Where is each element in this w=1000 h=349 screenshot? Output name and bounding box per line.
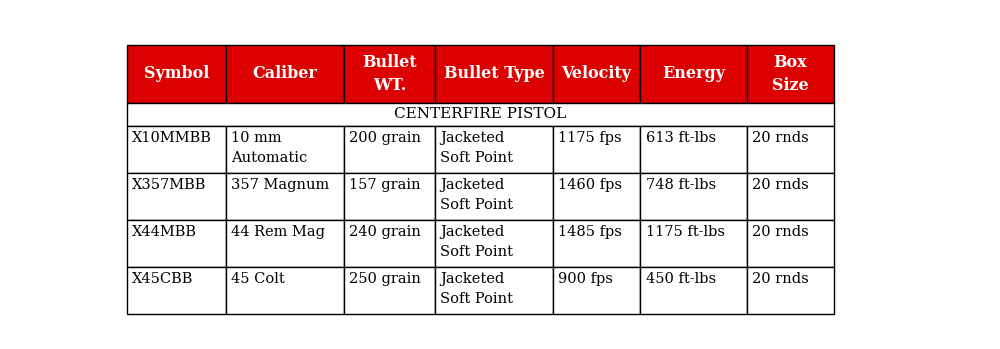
FancyBboxPatch shape <box>747 126 834 173</box>
Text: Jacketed
Soft Point: Jacketed Soft Point <box>440 225 513 259</box>
FancyBboxPatch shape <box>226 267 344 314</box>
Text: Caliber: Caliber <box>252 66 317 82</box>
FancyBboxPatch shape <box>344 45 435 103</box>
FancyBboxPatch shape <box>553 45 640 103</box>
FancyBboxPatch shape <box>553 173 640 220</box>
Text: 1485 fps: 1485 fps <box>558 225 622 239</box>
Text: 45 Colt: 45 Colt <box>231 272 285 285</box>
Text: 1460 fps: 1460 fps <box>558 178 622 192</box>
FancyBboxPatch shape <box>640 126 747 173</box>
FancyBboxPatch shape <box>640 45 747 103</box>
FancyBboxPatch shape <box>435 267 553 314</box>
Text: 20 rnds: 20 rnds <box>752 225 809 239</box>
Text: 10 mm
Automatic: 10 mm Automatic <box>231 131 307 165</box>
Text: 20 rnds: 20 rnds <box>752 272 809 285</box>
FancyBboxPatch shape <box>640 220 747 267</box>
FancyBboxPatch shape <box>226 45 344 103</box>
FancyBboxPatch shape <box>640 173 747 220</box>
FancyBboxPatch shape <box>640 267 747 314</box>
FancyBboxPatch shape <box>344 220 435 267</box>
Text: X357MBB: X357MBB <box>132 178 206 192</box>
Text: Jacketed
Soft Point: Jacketed Soft Point <box>440 272 513 306</box>
FancyBboxPatch shape <box>553 220 640 267</box>
Text: Symbol: Symbol <box>144 66 209 82</box>
Text: 200 grain: 200 grain <box>349 131 421 144</box>
Text: 44 Rem Mag: 44 Rem Mag <box>231 225 325 239</box>
Text: 250 grain: 250 grain <box>349 272 421 285</box>
FancyBboxPatch shape <box>435 45 553 103</box>
Text: Bullet Type: Bullet Type <box>444 66 544 82</box>
FancyBboxPatch shape <box>344 267 435 314</box>
Text: Energy: Energy <box>662 66 725 82</box>
FancyBboxPatch shape <box>747 220 834 267</box>
FancyBboxPatch shape <box>127 45 226 103</box>
Text: 240 grain: 240 grain <box>349 225 421 239</box>
FancyBboxPatch shape <box>127 267 226 314</box>
Text: 20 rnds: 20 rnds <box>752 131 809 144</box>
Text: X44MBB: X44MBB <box>132 225 197 239</box>
Text: 748 ft-lbs: 748 ft-lbs <box>646 178 716 192</box>
Text: Box
Size: Box Size <box>772 54 809 94</box>
FancyBboxPatch shape <box>747 267 834 314</box>
Text: CENTERFIRE PISTOL: CENTERFIRE PISTOL <box>394 107 566 121</box>
Text: 157 grain: 157 grain <box>349 178 421 192</box>
FancyBboxPatch shape <box>553 126 640 173</box>
Text: Bullet
WT.: Bullet WT. <box>362 54 417 94</box>
FancyBboxPatch shape <box>226 126 344 173</box>
FancyBboxPatch shape <box>435 220 553 267</box>
FancyBboxPatch shape <box>553 267 640 314</box>
Text: 1175 ft-lbs: 1175 ft-lbs <box>646 225 725 239</box>
Text: X45CBB: X45CBB <box>132 272 193 285</box>
FancyBboxPatch shape <box>127 103 834 126</box>
FancyBboxPatch shape <box>435 126 553 173</box>
FancyBboxPatch shape <box>435 173 553 220</box>
FancyBboxPatch shape <box>344 173 435 220</box>
FancyBboxPatch shape <box>127 220 226 267</box>
FancyBboxPatch shape <box>226 220 344 267</box>
Text: X10MMBB: X10MMBB <box>132 131 212 144</box>
Text: 1175 fps: 1175 fps <box>558 131 622 144</box>
Text: 20 rnds: 20 rnds <box>752 178 809 192</box>
FancyBboxPatch shape <box>127 173 226 220</box>
Text: 450 ft-lbs: 450 ft-lbs <box>646 272 716 285</box>
Text: Jacketed
Soft Point: Jacketed Soft Point <box>440 178 513 212</box>
Text: 357 Magnum: 357 Magnum <box>231 178 329 192</box>
FancyBboxPatch shape <box>747 45 834 103</box>
FancyBboxPatch shape <box>127 126 226 173</box>
Text: 900 fps: 900 fps <box>558 272 613 285</box>
FancyBboxPatch shape <box>344 126 435 173</box>
FancyBboxPatch shape <box>747 173 834 220</box>
Text: Jacketed
Soft Point: Jacketed Soft Point <box>440 131 513 165</box>
Text: 613 ft-lbs: 613 ft-lbs <box>646 131 716 144</box>
Text: Velocity: Velocity <box>562 66 632 82</box>
FancyBboxPatch shape <box>226 173 344 220</box>
